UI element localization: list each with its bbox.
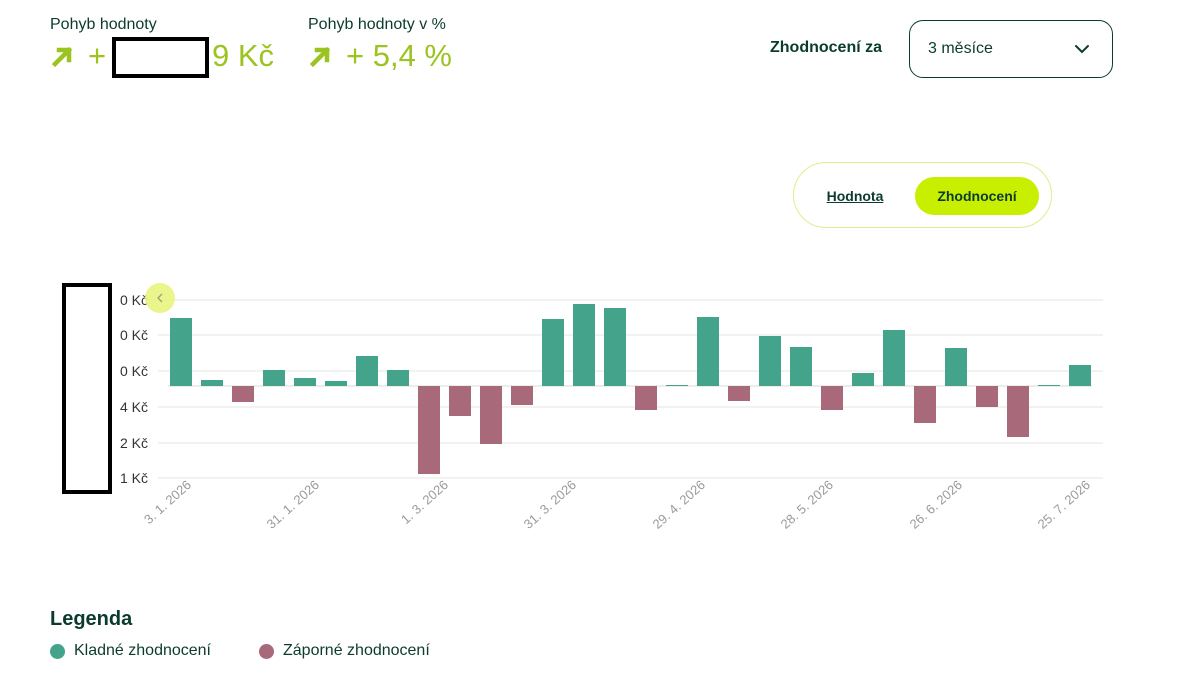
move-percent: + 5,4 % [308,38,452,74]
period-label: Zhodnocení za [770,39,882,56]
legend-title: Legenda [50,608,133,630]
scroll-button-circle[interactable] [145,283,175,313]
toggle-growth[interactable]: Zhodnocení [915,177,1039,215]
chart-bar[interactable] [976,386,998,407]
chart-bar[interactable] [666,385,688,386]
y-axis-ticks: 0 Kč 0 Kč 0 Kč 4 Kč 2 Kč 1 Kč [120,292,148,486]
x-tick-label: 29. 4. 2026 [650,477,708,532]
legend-dot-positive [50,643,65,659]
chart-bar[interactable] [387,370,409,386]
chart-grid [158,299,1103,479]
x-tick-label: 25. 7. 2026 [1035,477,1093,532]
y-tick-label: 0 Kč [120,363,148,379]
y-tick-label: 4 Kč [120,399,148,415]
chart-bar[interactable] [883,330,905,386]
x-tick-label: 31. 1. 2026 [264,477,322,532]
chart-bar[interactable] [418,386,440,474]
x-axis-ticks: 3. 1. 2026 31. 1. 2026 1. 3. 2026 31. 3. 20… [141,477,1093,532]
legend-label-negative: Záporné zhodnocení [283,642,430,659]
legend-label-positive: Kladné zhodnocení [74,642,211,659]
chart-bar[interactable] [356,356,378,386]
x-tick-label: 31. 3. 2026 [521,477,579,532]
chart-bar[interactable] [573,304,595,386]
chart-bar[interactable] [480,386,502,444]
growth-chart: 0 Kč 0 Kč 0 Kč 4 Kč 2 Kč 1 Kč 3. 1. 2026 31. 1… [120,283,1103,532]
arrow-up-right-icon [309,46,331,68]
move-percent-label: Pohyb hodnoty v % [308,16,446,33]
y-tick-label: 0 Kč [120,327,148,343]
move-value: + [50,38,106,74]
chart-bar[interactable] [728,386,750,401]
y-tick-label: 2 Kč [120,435,148,451]
x-tick-label: 1. 3. 2026 [398,477,451,527]
view-toggle: Hodnota Zhodnocení [793,162,1052,228]
move-percent-value: + 5,4 % [346,38,452,73]
toggle-value[interactable]: Hodnota [826,188,884,204]
chart-bar[interactable] [263,370,285,386]
x-tick-label: 3. 1. 2026 [141,477,194,527]
chart-bar[interactable] [170,318,192,386]
chevron-down-icon [1075,45,1089,54]
chart-scroll-left-button[interactable] [145,283,175,313]
chart-bar[interactable] [790,347,812,386]
y-tick-label: 0 Kč [120,292,148,308]
chart-bar[interactable] [914,386,936,423]
chart-bar[interactable] [852,373,874,386]
legend-item-positive: Kladné zhodnocení [50,642,211,660]
redaction-box [62,283,112,494]
chart-bar[interactable] [1007,386,1029,437]
chart-bar[interactable] [759,336,781,386]
chart-bar[interactable] [325,381,347,386]
period-selected-value: 3 měsíce [928,40,993,57]
chart-bar[interactable] [294,378,316,386]
chart-bar[interactable] [635,386,657,410]
chart-bar[interactable] [201,380,223,386]
x-tick-label: 26. 6. 2026 [907,477,965,532]
move-value-sign: + [88,38,107,73]
chart-bar[interactable] [1038,385,1060,386]
period-select[interactable]: 3 měsíce [909,20,1113,78]
chart-bar[interactable] [821,386,843,410]
y-tick-label: 1 Kč [120,470,148,486]
chart-bar[interactable] [542,319,564,386]
chart-bar[interactable] [449,386,471,416]
x-tick-label: 28. 5. 2026 [778,477,836,532]
chart-bar[interactable] [697,317,719,386]
legend-item-negative: Záporné zhodnocení [259,642,430,660]
legend-dot-negative [259,643,274,659]
chart-bar[interactable] [604,308,626,386]
arrow-up-right-icon [51,46,73,68]
chart-bar[interactable] [1069,365,1091,386]
redaction-box [112,37,209,78]
move-value-amount: 9 Kč [212,38,275,73]
chart-bars [170,304,1091,474]
chart-bar[interactable] [945,348,967,386]
chart-bar[interactable] [511,386,533,405]
chart-bar[interactable] [232,386,254,402]
move-value-label: Pohyb hodnoty [50,16,157,33]
chevron-left-icon [157,293,163,303]
